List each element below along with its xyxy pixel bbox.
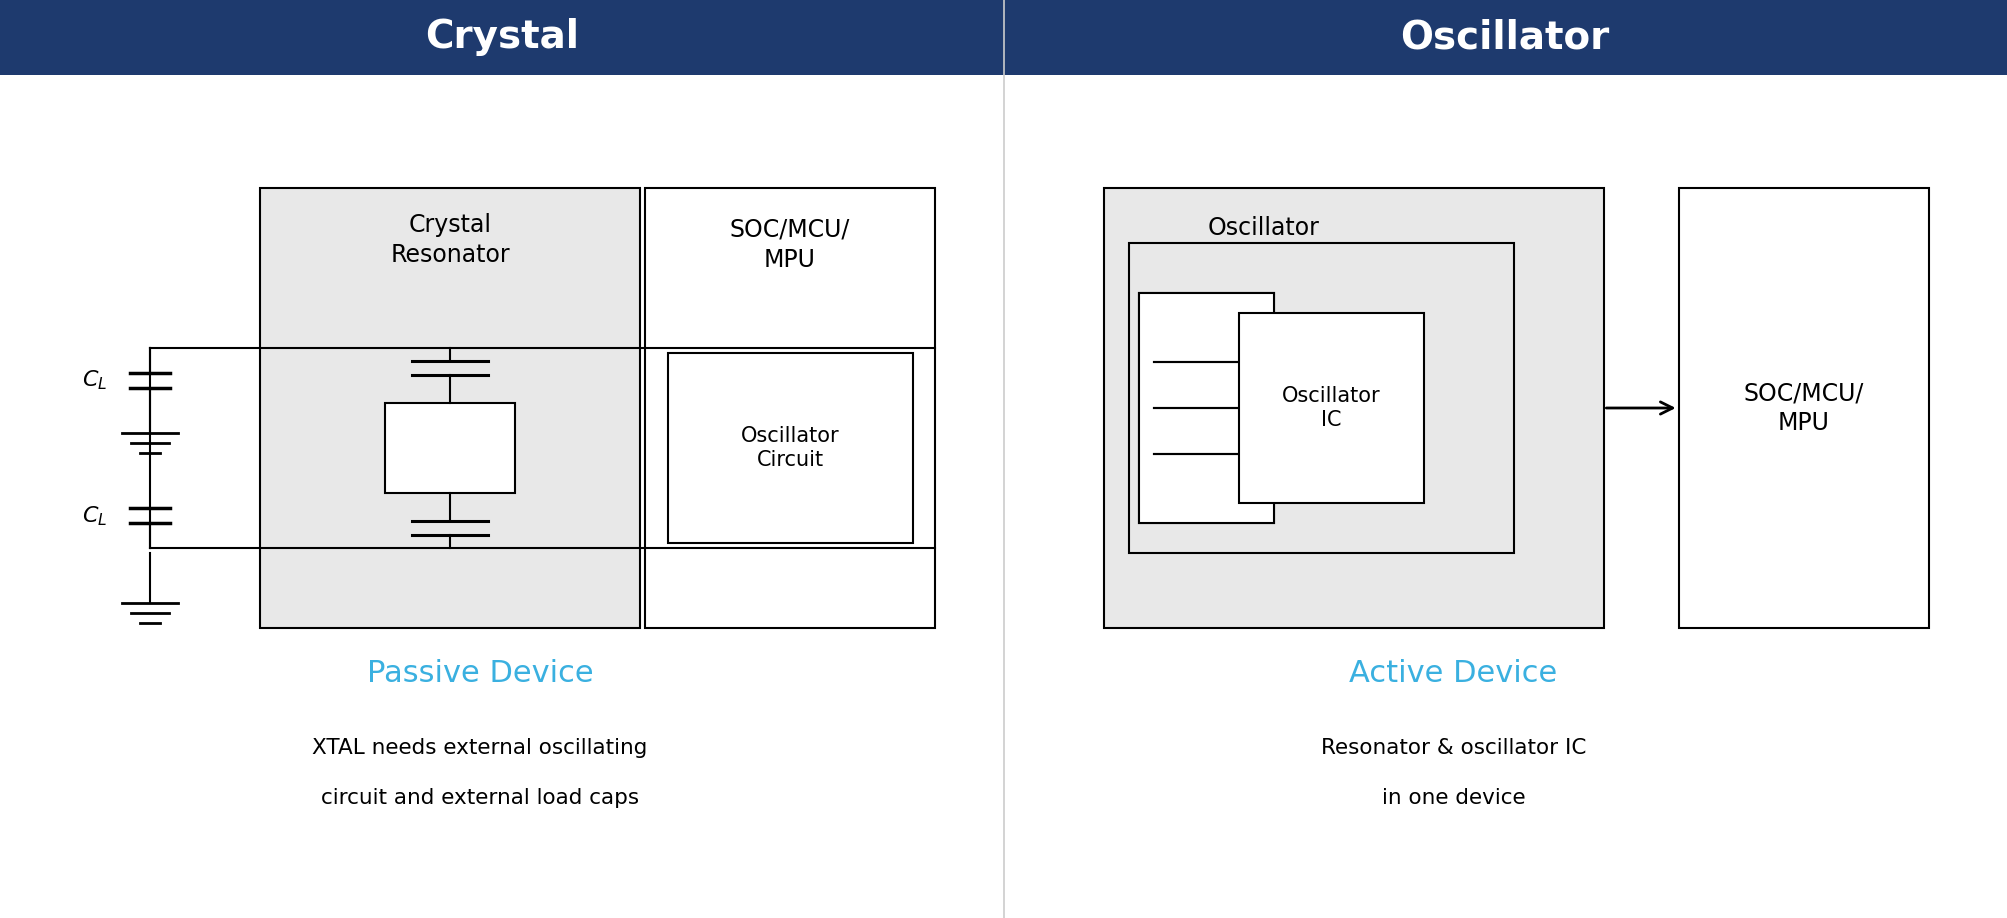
Text: Active Device: Active Device bbox=[1349, 658, 1557, 688]
Bar bbox=[668, 353, 913, 543]
Bar bbox=[1104, 188, 1604, 628]
Bar bbox=[385, 403, 516, 493]
Bar bbox=[1678, 188, 1929, 628]
Text: SOC/MCU/
MPU: SOC/MCU/ MPU bbox=[1744, 381, 1865, 435]
Text: XTAL needs external oscillating: XTAL needs external oscillating bbox=[313, 738, 648, 758]
Text: $C_L$: $C_L$ bbox=[82, 368, 108, 392]
Text: SOC/MCU/
MPU: SOC/MCU/ MPU bbox=[731, 218, 851, 272]
Text: Resonator & oscillator IC: Resonator & oscillator IC bbox=[1321, 738, 1586, 758]
Text: Crystal: Crystal bbox=[425, 18, 578, 57]
Text: $C_L$: $C_L$ bbox=[82, 504, 108, 528]
Text: circuit and external load caps: circuit and external load caps bbox=[321, 788, 638, 808]
Bar bbox=[261, 188, 640, 628]
Text: Oscillator
Circuit: Oscillator Circuit bbox=[741, 426, 839, 470]
Text: Crystal
Resonator: Crystal Resonator bbox=[389, 213, 510, 267]
Bar bbox=[644, 188, 935, 628]
Bar bbox=[1128, 243, 1513, 553]
Bar bbox=[1138, 293, 1274, 523]
Bar bbox=[0, 0, 2007, 75]
Text: Passive Device: Passive Device bbox=[367, 658, 594, 688]
Text: Oscillator
IC: Oscillator IC bbox=[1282, 386, 1381, 431]
Text: Oscillator: Oscillator bbox=[1401, 18, 1610, 57]
Text: in one device: in one device bbox=[1381, 788, 1525, 808]
Text: Oscillator: Oscillator bbox=[1208, 216, 1319, 240]
Bar bbox=[1138, 293, 1274, 523]
Bar bbox=[1238, 313, 1423, 503]
